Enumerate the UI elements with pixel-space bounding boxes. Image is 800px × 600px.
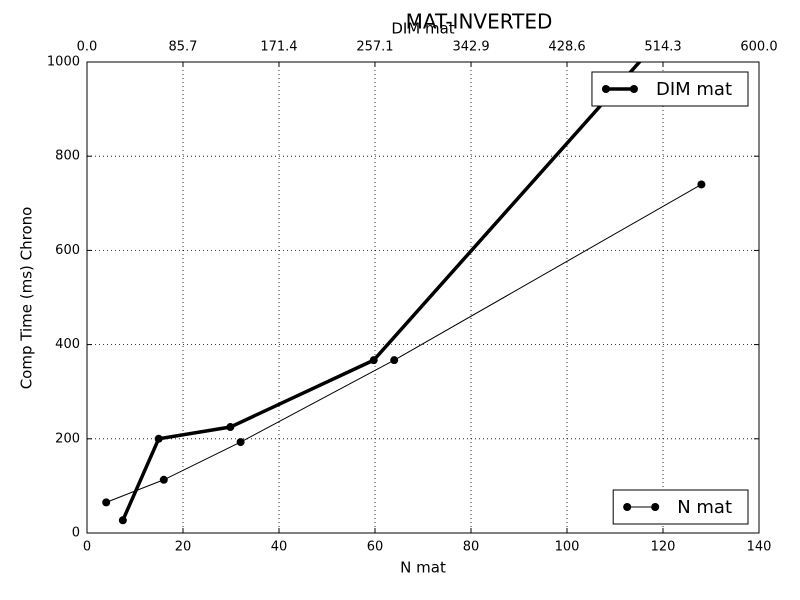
y-tick-label: 0 [72,526,80,541]
data-point [226,423,235,432]
data-point [118,516,127,525]
x2-tick-label: 342.9 [452,40,489,55]
x-tick-label: 60 [367,540,384,555]
x-tick-label: 100 [555,540,580,555]
legend-marker [651,503,660,511]
x2-tick-label: 85.7 [169,40,198,55]
x-tick-label: 120 [651,540,676,555]
x2-tick-label: 600.0 [740,40,777,55]
x-tick-label: 40 [271,540,288,555]
x-tick-label: 20 [175,540,192,555]
x2-tick-label: 514.3 [644,40,681,55]
data-point [159,475,168,484]
data-point [154,434,163,443]
y-axis-label: Comp Time (ms) Chrono [18,207,36,390]
legend-label: DIM mat [656,79,732,100]
legend-marker [629,85,638,93]
data-point [236,438,245,447]
legend-marker [623,503,632,511]
x2-tick-label: 0.0 [77,40,98,55]
y-tick-label: 400 [55,337,80,352]
legend-marker [601,85,610,93]
data-point [697,180,706,189]
legend: DIM mat [591,71,749,107]
y-tick-label: 200 [55,431,80,446]
plot-area [102,62,706,525]
data-point [102,498,111,507]
legend-label: N mat [677,497,732,518]
y-tick-label: 600 [55,243,80,258]
x2-tick-label: 171.4 [260,40,297,55]
y-tick-label: 1000 [47,55,80,70]
x-axis-label: N mat [400,559,446,577]
chart-title: MAT-INVERTED [406,10,553,34]
x-tick-label: 0 [83,540,91,555]
x-tick-label: 140 [747,540,772,555]
y-tick-label: 800 [55,149,80,164]
x2-tick-label: 428.6 [548,40,585,55]
x-tick-label: 80 [463,540,480,555]
data-point [390,356,399,365]
legend: N mat [612,489,749,525]
plot-frame [86,61,760,534]
x2-axis-label: DIM mat [391,20,454,38]
x2-tick-label: 257.1 [356,40,393,55]
data-point [369,356,378,365]
